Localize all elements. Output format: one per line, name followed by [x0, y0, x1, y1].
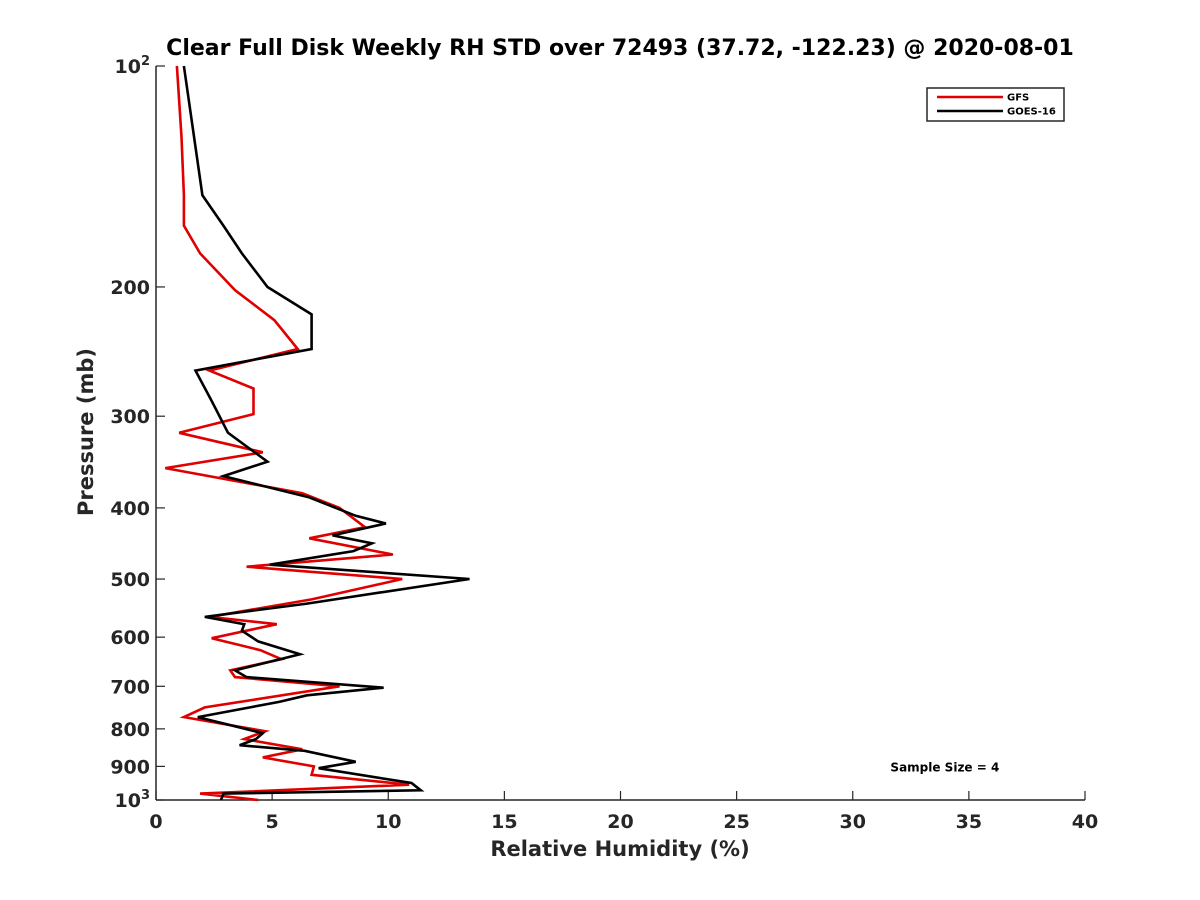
chart-title: Clear Full Disk Weekly RH STD over 72493… [166, 36, 1074, 61]
legend-label: GOES-16 [1007, 107, 1056, 118]
y-tick-label: 600 [110, 627, 150, 649]
y-axis-label: Pressure (mb) [74, 348, 98, 516]
x-tick-label: 15 [491, 811, 517, 833]
y-tick-label: 400 [110, 498, 150, 520]
x-tick-label: 5 [266, 811, 279, 833]
y-tick-label: 200 [110, 277, 150, 299]
plot-area: 0 5 10 15 20 25 30 35 40 102 200 300 400 500 600 700 800… [110, 54, 1098, 833]
annotations: Sample Size = 4 [890, 760, 999, 774]
x-tick-label: 40 [1072, 811, 1098, 833]
legend: GFS GOES-16 [926, 87, 1065, 122]
sample-size-annotation: Sample Size = 4 [890, 760, 999, 774]
legend-box [926, 87, 1065, 122]
y-tick-label: 700 [110, 676, 150, 698]
x-tick-label: 25 [723, 811, 749, 833]
y-tick-label: 300 [110, 406, 150, 428]
x-tick-label: 35 [956, 811, 982, 833]
x-tick-label: 30 [840, 811, 866, 833]
x-tick-label: 20 [607, 811, 633, 833]
legend-label: GFS [1007, 93, 1029, 104]
y-tick-label: 500 [110, 569, 150, 591]
y-tick-label: 900 [110, 756, 150, 778]
series-line-gfs [165, 65, 410, 802]
x-tick-label: 10 [375, 811, 401, 833]
x-tick-label: 0 [149, 811, 162, 833]
x-axis-label: Relative Humidity (%) [490, 837, 749, 861]
y-tick-label: 103 [115, 788, 151, 812]
series-line-goes-16 [182, 65, 470, 801]
y-tick-label: 800 [110, 719, 150, 741]
y-tick-label: 102 [115, 54, 151, 78]
